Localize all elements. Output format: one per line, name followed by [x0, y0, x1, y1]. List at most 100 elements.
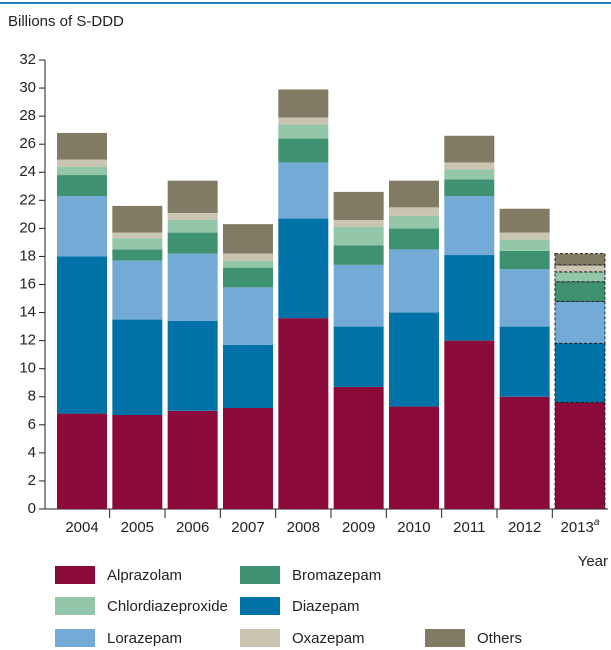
- bar-segment: [554, 253, 606, 266]
- legend-swatch: [240, 597, 280, 615]
- x-tick-text: 2006: [176, 519, 209, 536]
- footnote-marker: a: [594, 517, 600, 528]
- bar-segment: [167, 212, 218, 220]
- bar-segment: [388, 406, 439, 509]
- x-tick-text: 2004: [65, 519, 98, 536]
- bar-segment: [112, 249, 163, 261]
- x-tick-label: 2011: [453, 519, 485, 536]
- bar-segment: [333, 226, 384, 246]
- legend-swatch: [240, 629, 280, 647]
- bar-segment: [499, 208, 550, 233]
- bar-segment: [388, 228, 439, 250]
- bar-segment: [499, 326, 550, 397]
- bar-segment: [333, 386, 384, 509]
- y-tick-label: 18: [19, 247, 36, 264]
- bar-segment: [444, 196, 495, 256]
- bar-segment: [499, 250, 550, 270]
- legend-label: Bromazepam: [292, 567, 381, 584]
- bar-segment: [499, 396, 550, 509]
- bar-segment: [112, 238, 163, 250]
- y-tick-label: 2: [28, 472, 36, 489]
- bar-segment: [499, 232, 550, 240]
- y-tick-label: 26: [19, 135, 36, 152]
- bar-segment: [554, 401, 606, 510]
- bar-segment: [444, 340, 495, 509]
- legend-swatch: [55, 566, 95, 584]
- legend-swatch: [425, 629, 465, 647]
- bar-segment: [444, 179, 495, 197]
- bar-segment: [112, 232, 163, 239]
- legend-label: Lorazepam: [107, 630, 182, 647]
- bar-segment: [222, 260, 273, 268]
- bar-segment: [333, 245, 384, 265]
- bar-segment: [167, 219, 218, 233]
- y-tick-label: 22: [19, 191, 36, 208]
- bar-segment: [222, 344, 273, 408]
- bar-segment: [388, 215, 439, 229]
- x-tick-text: 2009: [342, 519, 375, 536]
- bar-segment: [167, 180, 218, 213]
- bar-segment: [388, 180, 439, 208]
- x-tick-text: 2012: [508, 519, 541, 536]
- bar-segment: [167, 320, 218, 411]
- bar-segment: [112, 260, 163, 320]
- x-tick-text: 2011: [453, 519, 485, 536]
- y-tick-label: 6: [28, 416, 36, 433]
- x-tick-label: 2008: [287, 519, 320, 536]
- bar-segment: [167, 410, 218, 509]
- bar-segment: [554, 281, 606, 302]
- bar-segment: [333, 326, 384, 387]
- bar-segment: [222, 224, 273, 254]
- y-tick-label: 16: [19, 275, 36, 292]
- bar-segment: [444, 135, 495, 163]
- bar-segment: [388, 312, 439, 407]
- x-tick-label: 2006: [176, 519, 209, 536]
- x-axis-label: Year: [578, 553, 608, 570]
- y-tick-label: 30: [19, 79, 36, 96]
- x-tick-label: 2010: [397, 519, 430, 536]
- y-axis-label: Billions of S-DDD: [8, 13, 124, 30]
- bar-segment: [278, 218, 329, 319]
- legend-label: Chlordiazeproxide: [107, 598, 228, 615]
- x-tick-label: 2005: [121, 519, 154, 536]
- bar-segment: [278, 318, 329, 509]
- legend-label: Diazepam: [292, 598, 360, 615]
- bar-segment: [57, 256, 107, 414]
- bar-segment: [57, 175, 107, 197]
- x-tick-label: 2009: [342, 519, 375, 536]
- bar-segment: [167, 253, 218, 321]
- x-tick-label: 2012: [508, 519, 541, 536]
- bar-segment: [444, 162, 495, 170]
- x-tick-text: 2008: [287, 519, 320, 536]
- bar-segment: [278, 89, 329, 118]
- y-tick-label: 12: [19, 332, 36, 349]
- y-tick-label: 0: [28, 500, 36, 517]
- bar-segment: [278, 162, 329, 219]
- bar-segment: [554, 264, 606, 273]
- y-tick-label: 24: [19, 163, 36, 180]
- legend-swatch: [55, 629, 95, 647]
- y-tick-label: 14: [19, 304, 36, 321]
- y-tick-label: 4: [28, 444, 36, 461]
- x-tick-label: 2004: [65, 519, 98, 536]
- bar-segment: [333, 264, 384, 327]
- x-tick-text: 2007: [231, 519, 264, 536]
- bar-segment: [499, 239, 550, 251]
- bar-segment: [57, 132, 107, 160]
- x-tick-text: 2013: [561, 519, 594, 536]
- x-tick-text: 2005: [121, 519, 154, 536]
- bar-segment: [333, 219, 384, 227]
- bar-segment: [278, 138, 329, 163]
- bar-segment: [278, 117, 329, 125]
- bar-segment: [222, 287, 273, 345]
- bar-segment: [444, 169, 495, 180]
- bar-segment: [112, 205, 163, 233]
- y-tick-label: 32: [19, 51, 36, 68]
- bar-segment: [57, 166, 107, 176]
- bar-segment: [167, 232, 218, 254]
- bar-segment: [222, 267, 273, 288]
- bar-segment: [388, 207, 439, 216]
- legend-label: Oxazepam: [292, 630, 365, 647]
- y-tick-label: 28: [19, 107, 36, 124]
- x-tick-label: 2013a: [561, 517, 600, 536]
